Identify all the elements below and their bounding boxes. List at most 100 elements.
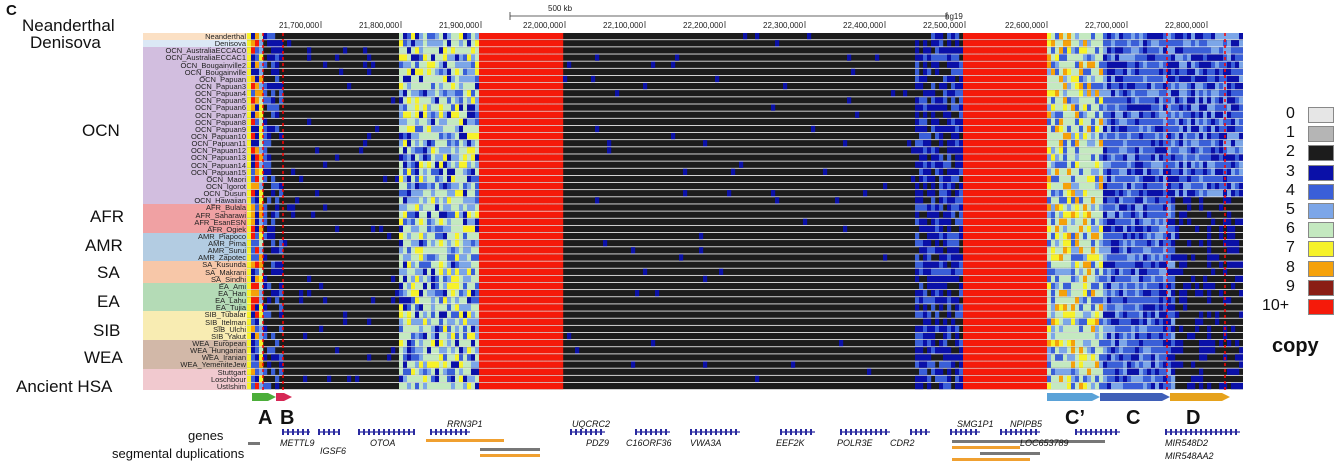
heatmap-cell <box>935 154 940 161</box>
heatmap-cell <box>1147 147 1152 154</box>
heatmap-cell <box>995 204 1000 211</box>
heatmap-cell <box>455 268 460 275</box>
heatmap-cell <box>1171 182 1176 190</box>
heatmap-cell <box>1071 197 1076 204</box>
heatmap-cell <box>1019 254 1024 261</box>
heatmap-cell <box>419 82 424 90</box>
heatmap-cell <box>1115 304 1120 311</box>
heatmap-cell <box>1175 61 1180 68</box>
sample-label: OCN_Papuan <box>199 74 246 84</box>
heatmap-cell <box>511 40 516 47</box>
heatmap-cell <box>1043 40 1048 47</box>
heatmap-cell <box>1087 297 1092 304</box>
heatmap-cell <box>443 211 448 218</box>
heatmap-cell <box>411 125 416 133</box>
heatmap-cell <box>1043 282 1048 290</box>
heatmap-cell <box>543 161 548 168</box>
heatmap-cell <box>1183 175 1188 183</box>
heatmap-cell <box>1051 175 1056 183</box>
heatmap-cell <box>255 282 260 290</box>
heatmap-cell <box>279 82 284 90</box>
heatmap-cell <box>1199 68 1204 76</box>
heatmap-cell <box>471 290 476 297</box>
heatmap-cell <box>995 132 1000 140</box>
heatmap-cell <box>1067 61 1072 68</box>
heatmap-cell <box>555 104 560 111</box>
heatmap-cell <box>543 168 548 175</box>
heatmap-cell <box>1115 247 1120 254</box>
heatmap-cell <box>1011 204 1016 211</box>
heatmap-cell <box>1199 111 1204 118</box>
heatmap-cell <box>263 204 268 211</box>
heatmap-cell <box>947 225 952 233</box>
heatmap-cell <box>999 182 1004 190</box>
heatmap-cell <box>271 82 276 90</box>
heatmap-cell <box>511 204 516 211</box>
heatmap-cell <box>447 261 452 268</box>
heatmap-cell <box>1215 125 1220 133</box>
heatmap-cell <box>419 97 424 104</box>
heatmap-cell <box>1059 33 1064 40</box>
heatmap-cell <box>527 204 532 211</box>
heatmap-cell <box>475 161 480 168</box>
heatmap-cell <box>1035 290 1040 297</box>
heatmap-cell <box>935 168 940 175</box>
heatmap-cell <box>475 140 480 147</box>
heatmap-cell <box>1015 75 1020 83</box>
heatmap-cell <box>415 254 420 261</box>
heatmap-cell <box>271 33 276 40</box>
heatmap-cell <box>515 33 520 40</box>
heatmap-cell <box>1139 40 1144 47</box>
heatmap-cell <box>523 225 528 233</box>
heatmap-cell <box>1035 125 1040 133</box>
heatmap-cell <box>447 168 452 175</box>
heatmap-cell <box>995 47 1000 54</box>
heatmap-cell <box>947 140 952 147</box>
heatmap-cell <box>275 40 280 47</box>
heatmap-cell <box>519 190 524 197</box>
heatmap-cell <box>1187 175 1192 183</box>
heatmap-cell <box>551 97 556 104</box>
heatmap-cell <box>1099 125 1104 133</box>
heatmap-row <box>247 261 1243 268</box>
heatmap-cell <box>399 168 404 175</box>
heatmap-cell <box>567 61 572 68</box>
heatmap-cell <box>279 190 284 197</box>
heatmap-cell <box>1091 168 1096 175</box>
heatmap-cell <box>1111 47 1116 54</box>
heatmap-cell <box>1151 204 1156 211</box>
heatmap-cell <box>1235 90 1240 97</box>
heatmap-cell <box>499 33 504 40</box>
heatmap-cell <box>987 82 992 90</box>
heatmap-cell <box>531 254 536 261</box>
heatmap-cell <box>1067 290 1072 297</box>
heatmap-cell <box>499 161 504 168</box>
heatmap-cell <box>455 75 460 83</box>
heatmap-cell <box>1107 104 1112 111</box>
heatmap-cell <box>1043 68 1048 76</box>
heatmap-cell <box>1075 275 1080 283</box>
heatmap-cell <box>1103 68 1108 76</box>
heatmap-cell <box>1155 68 1160 76</box>
heatmap-cell <box>1091 61 1096 68</box>
heatmap-cell <box>471 132 476 140</box>
heatmap-cell <box>1091 132 1096 140</box>
heatmap-cell <box>1103 125 1108 133</box>
heatmap-cell <box>1215 168 1220 175</box>
heatmap-cell <box>275 125 280 133</box>
heatmap-cell <box>275 47 280 54</box>
heatmap-cell <box>927 268 932 275</box>
heatmap-cell <box>515 125 520 133</box>
heatmap-cell <box>443 232 448 240</box>
heatmap-cell <box>399 232 404 240</box>
heatmap-cell <box>1003 40 1008 47</box>
heatmap-cell <box>507 282 512 290</box>
heatmap-cell <box>1031 182 1036 190</box>
heatmap-cell <box>1015 168 1020 175</box>
heatmap-cell <box>343 47 348 54</box>
heatmap-cell <box>1199 240 1204 247</box>
heatmap-cell <box>1139 225 1144 233</box>
heatmap-cell <box>531 68 536 76</box>
heatmap-cell <box>459 40 464 47</box>
heatmap-cell <box>1027 104 1032 111</box>
